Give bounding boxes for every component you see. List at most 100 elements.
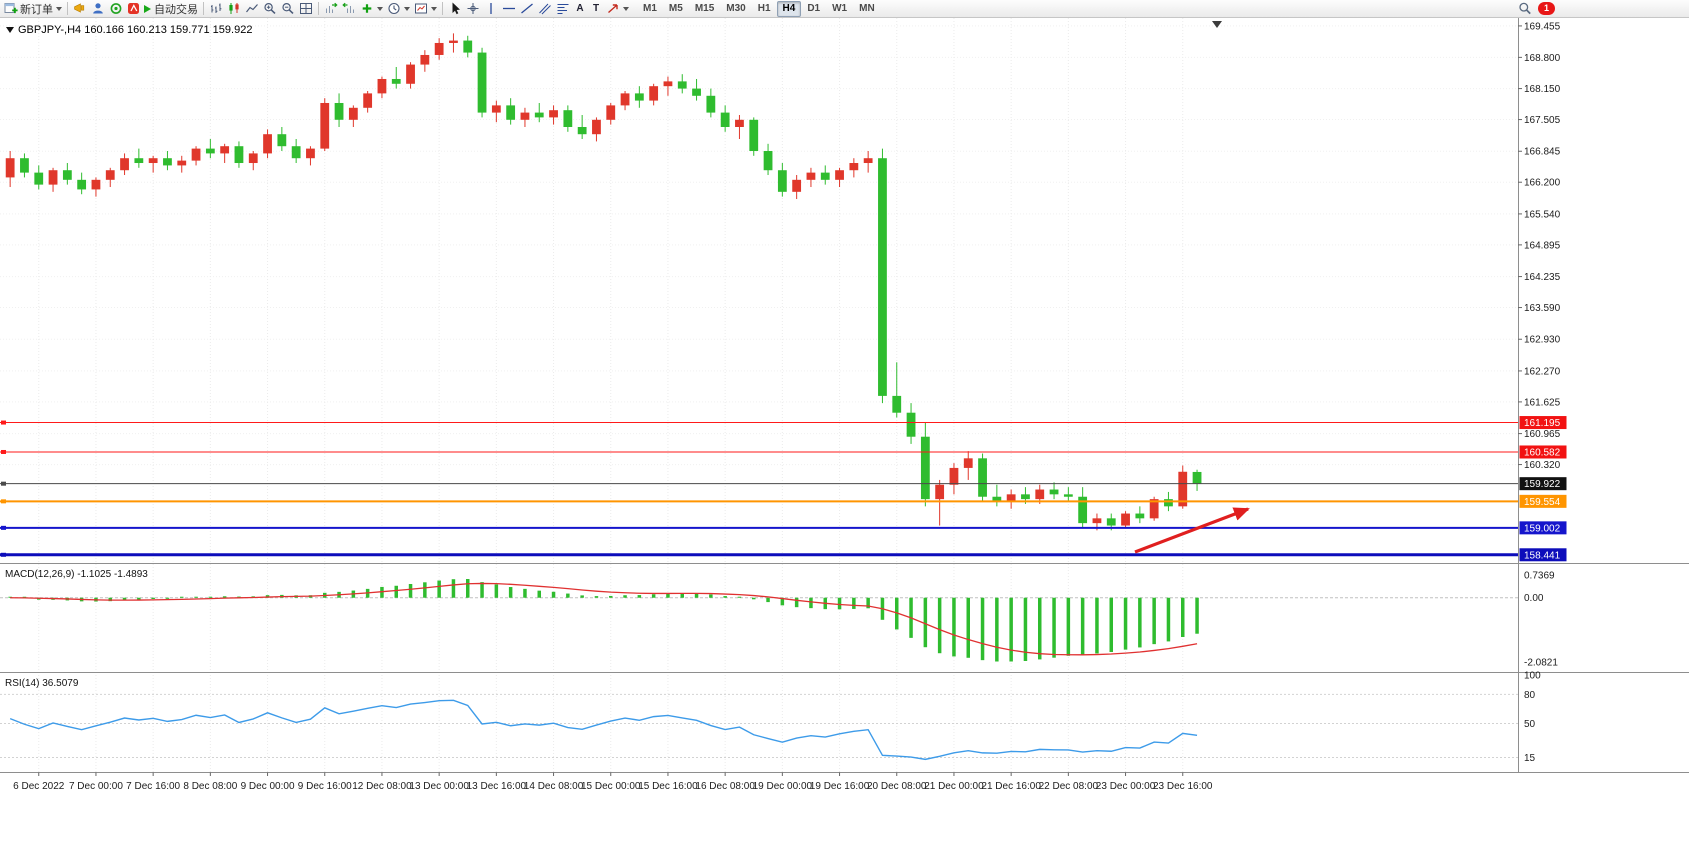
periods-button[interactable] [385, 1, 412, 17]
svg-text:100: 100 [1524, 671, 1541, 682]
svg-text:21 Dec 16:00: 21 Dec 16:00 [981, 781, 1041, 792]
macd-histogram [0, 578, 1518, 662]
cursor-button[interactable] [446, 1, 464, 17]
svg-text:15: 15 [1524, 753, 1536, 764]
svg-text:160.320: 160.320 [1524, 460, 1561, 471]
trend-arrow-annotation[interactable] [1134, 507, 1250, 554]
svg-text:7 Dec 00:00: 7 Dec 00:00 [69, 781, 123, 792]
timeframe-m30-button[interactable]: M30 [720, 1, 751, 17]
search-button[interactable] [1516, 1, 1534, 17]
toolbar-separator [67, 2, 68, 15]
fibonacci-button[interactable] [554, 1, 572, 17]
chevron-down-icon [623, 6, 629, 11]
svg-text:6 Dec 2022: 6 Dec 2022 [13, 781, 65, 792]
announcement-button[interactable] [71, 1, 89, 17]
cursor-icon [448, 2, 462, 15]
indicator-plus-icon [360, 2, 374, 15]
toolbar-separator [203, 2, 204, 15]
chart-shift-button[interactable] [340, 1, 358, 17]
candle-chart-icon [227, 2, 241, 15]
svg-text:13 Dec 00:00: 13 Dec 00:00 [409, 781, 469, 792]
chevron-down-icon [431, 6, 437, 11]
svg-text:167.505: 167.505 [1524, 115, 1561, 126]
svg-text:15 Dec 16:00: 15 Dec 16:00 [638, 781, 698, 792]
symbol-collapse-icon[interactable] [6, 27, 14, 33]
zoom-in-button[interactable] [261, 1, 279, 17]
svg-text:164.235: 164.235 [1524, 272, 1561, 283]
macd-signal-line [10, 582, 1198, 656]
grid-lines [0, 18, 1518, 772]
svg-text:0.7369: 0.7369 [1524, 571, 1555, 582]
label-button[interactable]: T [588, 1, 604, 17]
service-icon [109, 2, 123, 15]
zoom-out-icon [281, 2, 295, 15]
timeframe-d1-button[interactable]: D1 [801, 1, 826, 17]
bar-chart-button[interactable] [207, 1, 225, 17]
chevron-down-icon [377, 6, 383, 11]
clock-icon [387, 2, 401, 15]
zoom-in-icon [263, 2, 277, 15]
zoom-out-button[interactable] [279, 1, 297, 17]
auto-scroll-button[interactable] [322, 1, 340, 17]
toolbar-separator [442, 2, 443, 15]
rsi-indicator-label: RSI(14) 36.5079 [5, 678, 79, 689]
user-icon [91, 2, 105, 15]
svg-text:9 Dec 00:00: 9 Dec 00:00 [241, 781, 295, 792]
timeframe-h1-button[interactable]: H1 [752, 1, 777, 17]
text-button[interactable]: A [572, 1, 588, 17]
horizontal-line-button[interactable] [500, 1, 518, 17]
templates-button[interactable] [412, 1, 439, 17]
candlestick-series [5, 33, 1202, 531]
trendline-icon [520, 2, 534, 15]
auto-trading-logo-icon [127, 2, 141, 15]
trendline-button[interactable] [518, 1, 536, 17]
svg-text:50: 50 [1524, 719, 1536, 730]
price-lines[interactable] [0, 420, 1518, 557]
notification-badge[interactable]: 1 [1538, 2, 1555, 15]
channel-button[interactable] [536, 1, 554, 17]
timeframe-m15-button[interactable]: M15 [689, 1, 720, 17]
chart-canvas[interactable]: 169.455 168.800 168.150 167.505 166.845 166.2… [0, 18, 1689, 795]
profile-button[interactable] [89, 1, 107, 17]
svg-text:163.590: 163.590 [1524, 303, 1561, 314]
candle-chart-button[interactable] [225, 1, 243, 17]
auto-trading-button[interactable]: 自动交易 [125, 1, 200, 17]
panel-borders [0, 18, 1689, 773]
line-chart-icon [245, 2, 259, 15]
svg-text:80: 80 [1524, 690, 1536, 701]
arrows-button[interactable] [604, 1, 631, 17]
chart-window: 169.455 168.800 168.150 167.505 166.845 166.2… [0, 18, 1689, 795]
new-order-button[interactable]: 新订单 [2, 1, 64, 17]
svg-text:160.965: 160.965 [1524, 429, 1561, 440]
svg-text:-2.0821: -2.0821 [1524, 657, 1558, 668]
svg-text:20 Dec 08:00: 20 Dec 08:00 [867, 781, 927, 792]
svg-text:23 Dec 16:00: 23 Dec 16:00 [1153, 781, 1213, 792]
svg-text:166.200: 166.200 [1524, 178, 1561, 189]
svg-text:13 Dec 16:00: 13 Dec 16:00 [467, 781, 527, 792]
svg-text:164.895: 164.895 [1524, 240, 1561, 251]
timeframe-mn-button[interactable]: MN [853, 1, 881, 17]
service-button[interactable] [107, 1, 125, 17]
label-tool-icon: T [592, 3, 600, 14]
timeframe-w1-button[interactable]: W1 [826, 1, 853, 17]
chevron-down-icon [56, 6, 62, 11]
channel-icon [538, 2, 552, 15]
svg-text:165.540: 165.540 [1524, 209, 1561, 220]
timeframe-m1-button[interactable]: M1 [637, 1, 663, 17]
new-order-icon [4, 2, 18, 15]
chevron-down-icon [404, 6, 410, 11]
auto-scroll-icon [324, 2, 338, 15]
svg-text:161.625: 161.625 [1524, 397, 1561, 408]
timeframe-m5-button[interactable]: M5 [663, 1, 689, 17]
svg-text:158.441: 158.441 [1524, 550, 1561, 561]
indicators-button[interactable] [358, 1, 385, 17]
timeframe-h4-button[interactable]: H4 [776, 0, 802, 17]
svg-text:159.922: 159.922 [1524, 479, 1561, 490]
vertical-line-button[interactable] [482, 1, 500, 17]
line-chart-button[interactable] [243, 1, 261, 17]
crosshair-button[interactable] [464, 1, 482, 17]
main-toolbar: 新订单 自动交易 [0, 0, 1689, 18]
tile-windows-button[interactable] [297, 1, 315, 17]
svg-text:16 Dec 08:00: 16 Dec 08:00 [695, 781, 755, 792]
chart-shift-icon [342, 2, 356, 15]
